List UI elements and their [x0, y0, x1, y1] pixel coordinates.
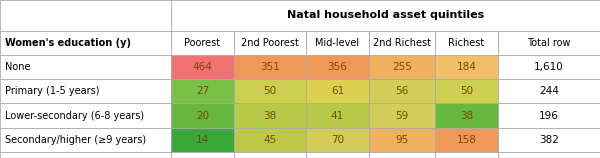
Bar [171, 79, 234, 103]
Text: 158: 158 [457, 135, 476, 145]
Text: 56: 56 [395, 86, 409, 96]
Text: 464: 464 [193, 62, 212, 72]
Text: 50: 50 [460, 86, 473, 96]
Bar [306, 152, 369, 158]
Text: 38: 38 [263, 111, 277, 121]
Text: Richest: Richest [448, 38, 485, 48]
Bar [306, 31, 369, 55]
Bar [498, 55, 600, 79]
Bar [369, 103, 435, 128]
Text: 70: 70 [331, 135, 344, 145]
Text: 351: 351 [260, 62, 280, 72]
Text: 38: 38 [460, 111, 473, 121]
Bar [369, 79, 435, 103]
Bar [0, 31, 171, 55]
Text: Women's education (y): Women's education (y) [5, 38, 131, 48]
Bar [171, 128, 234, 152]
Bar [369, 55, 435, 79]
Bar [234, 31, 306, 55]
Bar [0, 0, 171, 31]
Text: Mid-level: Mid-level [316, 38, 359, 48]
Bar [234, 128, 306, 152]
Text: 184: 184 [457, 62, 476, 72]
Text: 27: 27 [196, 86, 209, 96]
Text: 2nd Poorest: 2nd Poorest [241, 38, 299, 48]
Text: Secondary/higher (≥9 years): Secondary/higher (≥9 years) [5, 135, 146, 145]
Bar [171, 0, 600, 31]
Bar [435, 79, 498, 103]
Bar [0, 152, 171, 158]
Text: 14: 14 [196, 135, 209, 145]
Text: 196: 196 [539, 111, 559, 121]
Bar [234, 103, 306, 128]
Text: 255: 255 [392, 62, 412, 72]
Bar [435, 55, 498, 79]
Text: 45: 45 [263, 135, 277, 145]
Text: 244: 244 [539, 86, 559, 96]
Text: 61: 61 [331, 86, 344, 96]
Bar [0, 55, 171, 79]
Bar [0, 79, 171, 103]
Text: 41: 41 [331, 111, 344, 121]
Bar [498, 79, 600, 103]
Bar [234, 152, 306, 158]
Bar [498, 103, 600, 128]
Text: Total row: Total row [527, 38, 571, 48]
Bar [498, 152, 600, 158]
Bar [306, 55, 369, 79]
Bar [306, 103, 369, 128]
Text: Natal household asset quintiles: Natal household asset quintiles [287, 10, 484, 20]
Bar [369, 152, 435, 158]
Text: 356: 356 [328, 62, 347, 72]
Bar [498, 31, 600, 55]
Bar [435, 152, 498, 158]
Bar [171, 152, 234, 158]
Text: 59: 59 [395, 111, 409, 121]
Text: 20: 20 [196, 111, 209, 121]
Bar [234, 79, 306, 103]
Text: 382: 382 [539, 135, 559, 145]
Text: Primary (1-5 years): Primary (1-5 years) [5, 86, 100, 96]
Bar [171, 55, 234, 79]
Text: 95: 95 [395, 135, 409, 145]
Text: 1,610: 1,610 [534, 62, 564, 72]
Bar [435, 103, 498, 128]
Bar [234, 55, 306, 79]
Text: 2nd Richest: 2nd Richest [373, 38, 431, 48]
Bar [306, 128, 369, 152]
Bar [498, 128, 600, 152]
Bar [171, 103, 234, 128]
Bar [369, 128, 435, 152]
Bar [435, 31, 498, 55]
Bar [435, 128, 498, 152]
Bar [0, 103, 171, 128]
Text: 50: 50 [263, 86, 277, 96]
Bar [171, 31, 234, 55]
Text: Lower-secondary (6-8 years): Lower-secondary (6-8 years) [5, 111, 144, 121]
Bar [369, 31, 435, 55]
Bar [0, 128, 171, 152]
Text: Poorest: Poorest [184, 38, 221, 48]
Bar [306, 79, 369, 103]
Text: None: None [5, 62, 30, 72]
